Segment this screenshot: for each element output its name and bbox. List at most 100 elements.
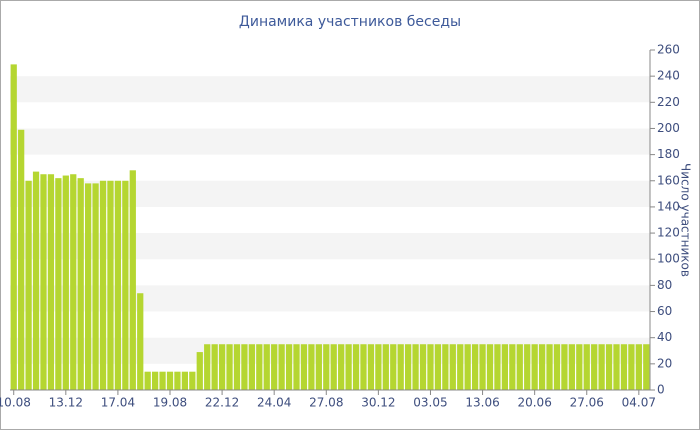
bar (367, 344, 375, 390)
bar (330, 344, 337, 390)
bar (18, 129, 25, 390)
x-tick-label: 17.04 (101, 396, 135, 410)
x-tick-label: 27.06 (570, 396, 604, 410)
bar (114, 180, 122, 390)
bar (509, 344, 516, 390)
y-tick-label: 220 (657, 95, 680, 109)
bar (464, 344, 471, 390)
bar (501, 344, 509, 390)
bar (99, 180, 107, 390)
chart-title: Динамика участников беседы (239, 14, 461, 30)
bar (457, 344, 464, 390)
bar (405, 344, 412, 390)
bar (174, 371, 181, 390)
y-axis-title: Число участников (679, 163, 693, 277)
bar (256, 344, 263, 390)
y-tick-label: 140 (657, 199, 680, 213)
bar (129, 170, 136, 390)
bar (412, 344, 419, 390)
bar (263, 344, 270, 390)
bar (471, 344, 479, 390)
x-tick-label: 30.12 (361, 396, 395, 410)
bar (427, 344, 434, 390)
bar (352, 344, 360, 390)
bar (516, 344, 523, 390)
bar (479, 344, 486, 390)
bar (308, 344, 315, 390)
bar (568, 344, 575, 390)
bar (390, 344, 397, 390)
bar (323, 344, 330, 390)
bar (338, 344, 345, 390)
y-tick-label: 100 (657, 252, 680, 266)
bar (576, 344, 583, 390)
bar (189, 371, 196, 390)
bar (300, 344, 308, 390)
y-tick-label: 80 (657, 278, 672, 292)
bar (271, 344, 278, 390)
bar (211, 344, 218, 390)
bar (218, 344, 226, 390)
y-tick-label: 260 (657, 43, 680, 57)
bar (137, 293, 144, 390)
y-tick-label: 240 (657, 69, 680, 83)
grid-band (10, 128, 650, 155)
bar (449, 344, 456, 390)
bar (85, 183, 92, 390)
bar (47, 174, 55, 390)
y-tick-label: 40 (657, 330, 672, 344)
bar (293, 344, 300, 390)
x-tick-label: 22.12 (205, 396, 239, 410)
bar (360, 344, 367, 390)
bar (375, 344, 382, 390)
bar (494, 344, 501, 390)
bar (159, 371, 166, 390)
bar (442, 344, 449, 390)
x-tick-label: 20.06 (517, 396, 551, 410)
bar (605, 344, 613, 390)
bar (382, 344, 389, 390)
x-tick-label: 19.08 (153, 396, 187, 410)
bar (345, 344, 352, 390)
bar (248, 344, 255, 390)
x-tick-label: 13.12 (49, 396, 83, 410)
bar (181, 371, 189, 390)
bar (531, 344, 538, 390)
bar (643, 344, 650, 390)
bar (40, 174, 47, 390)
x-tick-label: 27.08 (309, 396, 343, 410)
x-tick-label: 03.05 (413, 396, 447, 410)
y-tick-label: 160 (657, 173, 680, 187)
bar (561, 344, 568, 390)
y-tick-label: 120 (657, 226, 680, 240)
bar (613, 344, 620, 390)
y-tick-label: 0 (657, 383, 665, 397)
bar (107, 180, 114, 390)
bar (434, 344, 442, 390)
bar (151, 371, 159, 390)
bar (122, 180, 129, 390)
bar (166, 371, 174, 390)
x-tick-label: 04.07 (622, 396, 656, 410)
bar (583, 344, 590, 390)
bar (204, 344, 211, 390)
bar (628, 344, 635, 390)
bar (77, 178, 84, 390)
bar (70, 174, 77, 390)
bar (233, 344, 241, 390)
bar (32, 171, 40, 390)
grid-band (10, 76, 650, 103)
bar (598, 344, 605, 390)
y-tick-label: 20 (657, 356, 672, 370)
bar (226, 344, 233, 390)
x-tick-label: 24.04 (257, 396, 291, 410)
bar (397, 344, 404, 390)
bar (538, 344, 546, 390)
bar (278, 344, 285, 390)
bar (62, 175, 69, 390)
bar (553, 344, 561, 390)
bar (241, 344, 248, 390)
bar (315, 344, 322, 390)
x-tick-label: 10.08 (0, 396, 31, 410)
